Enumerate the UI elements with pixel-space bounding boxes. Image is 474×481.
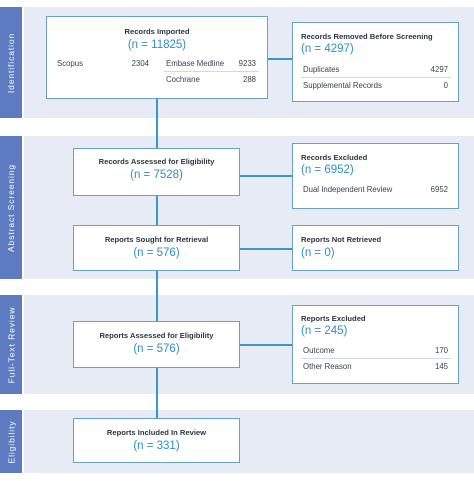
excluded-label-dual-review: Dual Independent Review [303, 185, 393, 194]
records-assessed-title: Records Assessed for Eligibility [98, 157, 215, 166]
connector-to-records-excluded [240, 175, 292, 177]
records-excluded-title: Records Excluded [301, 153, 368, 162]
stage-tab-full-text-review: Full-Text Review [0, 295, 22, 394]
stage-label-identification: Identification [6, 32, 17, 93]
reports-assessed-box: Reports Assessed for Eligibility (n = 57… [73, 321, 240, 368]
stage-tab-abstract-screening: Abstract Screening [0, 136, 22, 279]
records-removed-box: Records Removed Before Screening (n = 42… [292, 22, 459, 102]
records-excluded-box: Records Excluded (n = 6952) Dual Indepen… [292, 143, 459, 209]
reports-sought-box: Reports Sought for Retrieval (n = 576) [73, 225, 240, 271]
removed-label-duplicates: Duplicates [303, 65, 340, 74]
reports-not-retrieved-count: (n = 0) [301, 247, 335, 259]
records-assessed-box: Records Assessed for Eligibility (n = 75… [73, 148, 240, 196]
reports-included-title: Reports Included In Review [106, 428, 207, 437]
stage-label-abstract-screening: Abstract Screening [6, 163, 17, 252]
reports-excluded-value-outcome: 170 [434, 346, 448, 355]
removed-divider [301, 77, 451, 78]
records-removed-title: Records Removed Before Screening [301, 32, 433, 41]
reports-not-retrieved-title: Reports Not Retrieved [301, 235, 382, 244]
reports-not-retrieved-box: Reports Not Retrieved (n = 0) [292, 225, 459, 271]
excluded-value-dual-review: 6952 [430, 185, 448, 194]
reports-assessed-count: (n = 576) [133, 343, 180, 355]
removed-label-supplemental: Supplemental Records [303, 81, 382, 90]
records-removed-count: (n = 4297) [301, 43, 354, 55]
reports-sought-title: Reports Sought for Retrieval [104, 235, 209, 244]
removed-value-supplemental: 0 [443, 81, 448, 90]
removed-value-duplicates: 4297 [430, 65, 448, 74]
connector-to-records-removed [267, 58, 292, 60]
reports-excluded-label-outcome: Outcome [303, 346, 335, 355]
reports-assessed-title: Reports Assessed for Eligibility [99, 331, 214, 340]
connector-to-reports-not-retrieved [240, 248, 292, 250]
records-imported-box: Records Imported (n = 11825) Scopus 2304… [46, 16, 268, 99]
records-imported-count: (n = 11825) [127, 39, 187, 51]
records-imported-title: Records Imported [124, 27, 190, 36]
reports-excluded-title: Reports Excluded [301, 314, 366, 323]
reports-excluded-label-other: Other Reason [303, 362, 352, 371]
source-value-scopus: 2304 [131, 59, 149, 68]
records-excluded-count: (n = 6952) [301, 164, 354, 176]
reports-excluded-count: (n = 245) [301, 325, 348, 337]
source-label-cochrane: Cochrane [166, 75, 200, 84]
stage-label-eligibility: Eligibility [6, 420, 16, 463]
reports-sought-count: (n = 576) [133, 247, 180, 259]
source-label-scopus: Scopus [57, 59, 84, 68]
reports-excluded-value-other: 145 [434, 362, 448, 371]
source-divider [164, 71, 259, 72]
reports-excluded-box: Reports Excluded (n = 245) Outcome 170 O… [292, 305, 459, 384]
records-assessed-count: (n = 7528) [130, 169, 183, 181]
source-label-embase-medline: Embase Medline [166, 59, 225, 68]
source-value-cochrane: 288 [242, 75, 256, 84]
source-value-embase-medline: 9233 [238, 59, 256, 68]
reports-excluded-divider [301, 358, 451, 359]
stage-tab-identification: Identification [0, 7, 22, 118]
stage-label-full-text-review: Full-Text Review [6, 306, 16, 383]
reports-included-count: (n = 331) [133, 440, 180, 452]
stage-tab-eligibility: Eligibility [0, 410, 22, 473]
connector-to-reports-excluded [240, 344, 292, 346]
reports-included-box: Reports Included In Review (n = 331) [73, 418, 240, 463]
